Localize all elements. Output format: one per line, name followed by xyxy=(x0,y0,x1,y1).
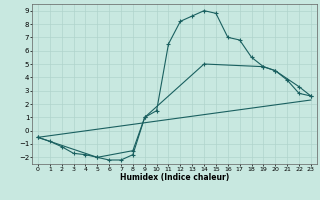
X-axis label: Humidex (Indice chaleur): Humidex (Indice chaleur) xyxy=(120,173,229,182)
